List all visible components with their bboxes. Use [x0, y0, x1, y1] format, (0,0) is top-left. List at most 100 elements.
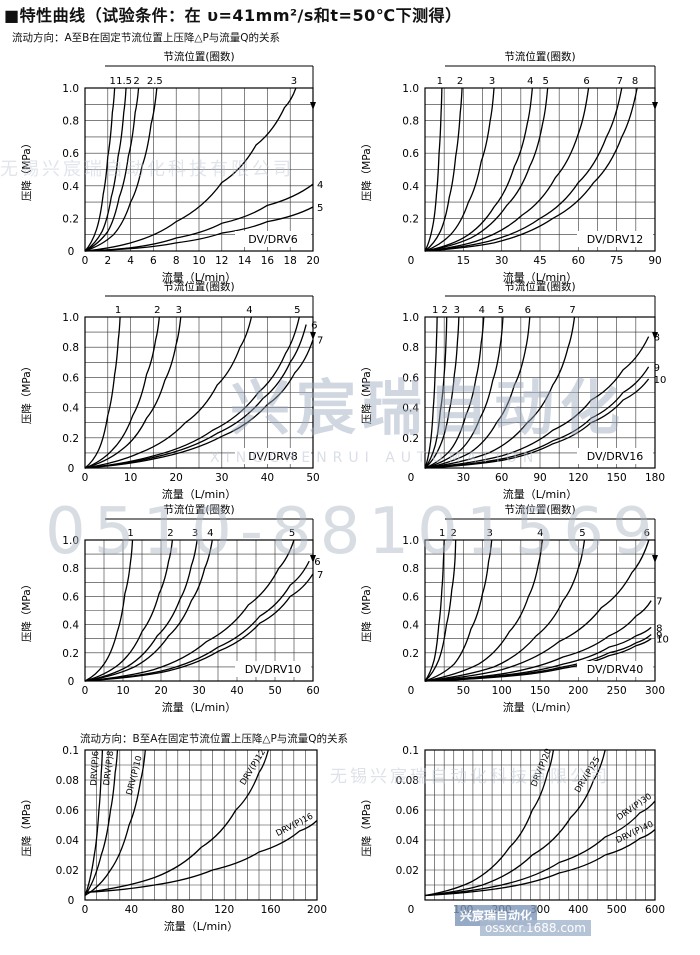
y-tick-label: 0.1: [402, 745, 419, 757]
plot-frame: [424, 539, 656, 682]
series-line: [424, 539, 493, 682]
x-tick-label: 60: [306, 685, 319, 697]
series-line: [84, 316, 121, 469]
chart-label: DV/DRV10: [245, 663, 302, 676]
series-line: [424, 539, 650, 682]
x-tick-label: 12: [215, 255, 228, 267]
series-label: 9: [656, 630, 662, 641]
series-line: [84, 87, 140, 252]
x-tick-label: 150: [607, 472, 627, 484]
x-tick-label: 120: [568, 472, 588, 484]
x-tick-label: 0: [82, 255, 89, 267]
series-line: [84, 820, 318, 894]
x-tick-label: 200: [307, 904, 327, 916]
throttle-position-label: 节流位置(圈数): [163, 503, 234, 516]
y-tick-label: 1.0: [62, 535, 79, 547]
series-line: [424, 539, 445, 682]
x-tick-label: 20: [154, 685, 167, 697]
position-arrow-head: [652, 332, 658, 340]
series-line: [424, 749, 606, 897]
x-tick-label: 50: [306, 472, 319, 484]
series-label: 7: [617, 76, 623, 87]
series-line: [424, 316, 504, 469]
y-tick-label: 0.8: [402, 563, 419, 575]
series-line: [84, 206, 314, 252]
series-label: 8: [632, 76, 638, 87]
y-tick-label: 0.8: [402, 342, 419, 354]
series-line: [424, 829, 656, 897]
y-tick-label: 0.4: [62, 403, 79, 415]
series-line: [424, 539, 457, 682]
x-tick-label: 300: [530, 904, 550, 916]
x-tick-label: 200: [568, 685, 588, 697]
x-tick-label: 150: [530, 685, 550, 697]
series-line: [84, 749, 119, 896]
series-label: 4: [537, 528, 543, 539]
series-line: [84, 316, 300, 469]
throttle-position-label: 节流位置(圈数): [163, 50, 234, 63]
series-label: 3: [192, 528, 198, 539]
y-tick-label-origin: 0: [68, 463, 75, 475]
x-tick-label: 10: [116, 685, 129, 697]
chart-label-bg: [577, 231, 653, 247]
x-axis-label: 流量（L/min）: [162, 700, 237, 714]
series-label: 3: [487, 528, 493, 539]
series-line: [84, 316, 160, 469]
y-axis-label: 压降（MPa）: [20, 361, 33, 424]
plot-frame: [84, 749, 318, 901]
series-line: [424, 366, 650, 469]
series-label: 7: [317, 336, 323, 347]
series-label: 1: [432, 305, 438, 316]
y-tick-label: 0.2: [62, 433, 79, 445]
y-tick-label: 0.2: [402, 433, 419, 445]
chart-label-bg: [235, 661, 311, 677]
series-line: [84, 539, 213, 682]
series-line: [84, 539, 295, 682]
position-arrow-head: [652, 102, 658, 110]
y-tick-label: 0.04: [56, 835, 80, 847]
series-label: 8: [654, 333, 660, 344]
x-tick-label: 30: [495, 255, 508, 267]
throttle-position-label: 节流位置(圈数): [504, 503, 575, 516]
series-label: 2: [450, 528, 456, 539]
y-tick-label: 0.4: [402, 403, 419, 415]
series-line: [424, 87, 443, 252]
x-tick-label: 160: [261, 904, 281, 916]
series-line: [424, 336, 650, 469]
series-label: 6: [525, 305, 531, 316]
series-label: 1: [439, 528, 445, 539]
series-label: 3: [176, 305, 182, 316]
x-tick-label: 10: [192, 255, 205, 267]
series-label: 1: [127, 528, 133, 539]
y-axis-label: 压降（MPa）: [360, 138, 373, 201]
x-tick-label: 60: [495, 472, 508, 484]
y-tick-label: 0.2: [62, 648, 79, 660]
x-axis-label: 流量（L/min）: [162, 270, 237, 284]
x-tick-label: 20: [306, 255, 319, 267]
series-line: [84, 573, 314, 682]
chart-label: DV/DRV12: [587, 233, 644, 246]
series-line: [424, 87, 638, 252]
y-axis-label: 压降（MPa）: [20, 579, 33, 642]
y-tick-label: 0.6: [62, 372, 79, 384]
x-tick-label: 200: [492, 904, 512, 916]
flow-direction-ba-note: 流动方向：B至A在固定节流位置上压降△P与流量Q的关系: [80, 733, 349, 745]
series-label: 5: [542, 76, 548, 87]
series-line: [84, 87, 158, 252]
y-tick-label: 0.06: [56, 805, 80, 817]
y-tick-label: 1.0: [62, 83, 79, 95]
series-line: [424, 316, 485, 469]
series-line: [84, 87, 116, 252]
series-line: [424, 87, 463, 252]
series-line: [424, 316, 448, 469]
series-label: DRV(P)8: [102, 750, 116, 786]
x-tick-label: 300: [645, 685, 665, 697]
y-tick-label: 0.8: [62, 116, 79, 128]
y-tick-label: 0.4: [62, 181, 79, 193]
series-label: 1: [437, 76, 443, 87]
x-tick-label-origin: 0: [408, 685, 415, 697]
x-tick-label: 40: [230, 685, 243, 697]
x-tick-label: 6: [150, 255, 157, 267]
series-label: 5: [579, 528, 585, 539]
series-line: [424, 316, 460, 469]
